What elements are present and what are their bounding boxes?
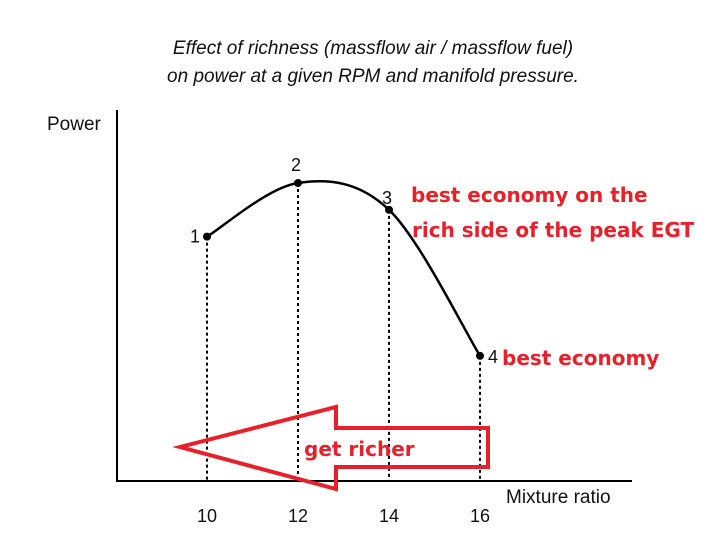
x-tick-label: 14 <box>379 506 399 526</box>
annotation-line: best economy on the <box>411 183 648 207</box>
arrow-label: get richer <box>304 437 415 461</box>
data-point-3 <box>385 205 393 214</box>
data-point-4 <box>476 351 484 360</box>
annotation-line: rich side of the peak EGT <box>412 218 694 242</box>
x-tick-label: 12 <box>288 506 308 526</box>
power-curve <box>206 180 482 357</box>
x-tick-labels: 10 12 14 16 <box>197 506 490 526</box>
drop-lines <box>206 183 481 481</box>
chart-title-line-1: Effect of richness (massflow air / massf… <box>173 38 573 59</box>
chart-title-line-2: on power at a given RPM and manifold pre… <box>167 66 579 87</box>
x-tick-label: 10 <box>197 506 217 526</box>
x-axis-label: Mixture ratio <box>506 487 611 508</box>
point-label-3: 3 <box>382 188 392 208</box>
annotation-line: best economy <box>502 346 659 370</box>
point-label-1: 1 <box>190 227 200 247</box>
arrow-shape <box>172 404 490 492</box>
point-label-4: 4 <box>488 347 498 367</box>
data-point-2 <box>294 179 302 187</box>
data-point-1 <box>203 232 211 241</box>
get-richer-arrow: get richer <box>172 404 490 492</box>
y-axis-label: Power <box>47 114 102 135</box>
annotations: best economy on the rich side of the peak… <box>411 183 694 370</box>
data-points: 1 2 3 4 <box>190 155 498 367</box>
x-tick-label: 16 <box>470 506 490 526</box>
point-label-2: 2 <box>291 155 301 175</box>
